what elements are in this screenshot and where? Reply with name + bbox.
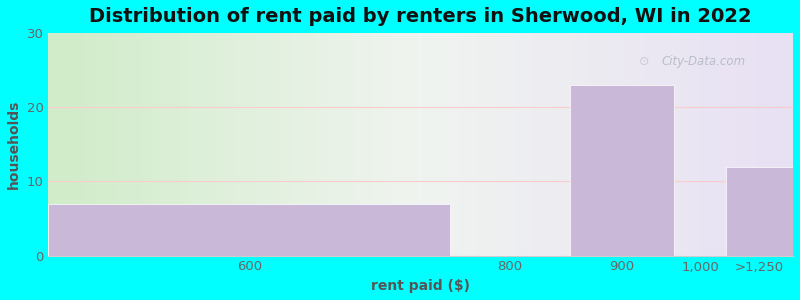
Bar xyxy=(570,85,674,256)
Bar xyxy=(48,204,450,256)
Text: ⊙: ⊙ xyxy=(639,55,650,68)
Y-axis label: households: households xyxy=(7,100,21,189)
X-axis label: rent paid ($): rent paid ($) xyxy=(371,279,470,293)
Title: Distribution of rent paid by renters in Sherwood, WI in 2022: Distribution of rent paid by renters in … xyxy=(90,7,752,26)
Bar xyxy=(726,167,793,256)
Text: City-Data.com: City-Data.com xyxy=(662,55,746,68)
